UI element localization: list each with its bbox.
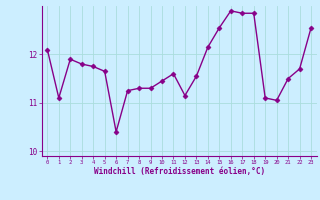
X-axis label: Windchill (Refroidissement éolien,°C): Windchill (Refroidissement éolien,°C): [94, 167, 265, 176]
